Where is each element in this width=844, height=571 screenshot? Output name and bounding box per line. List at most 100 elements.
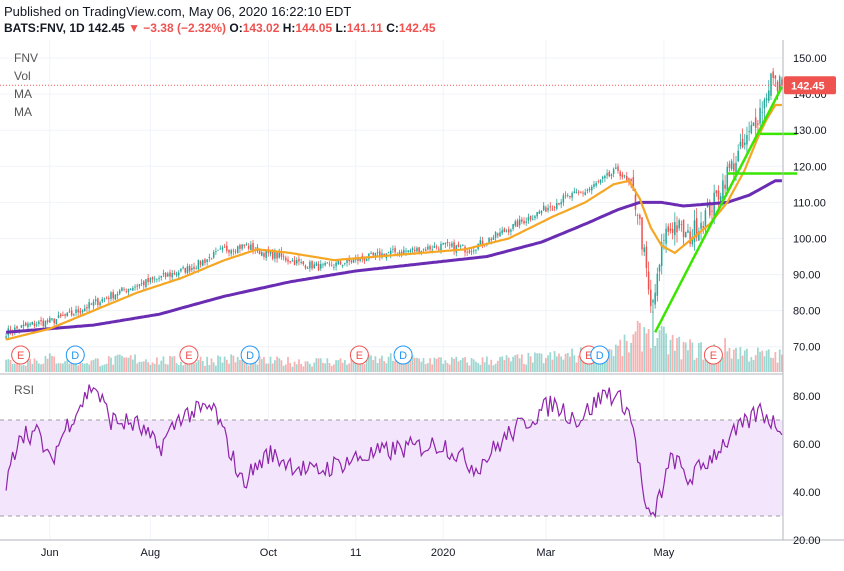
candle-body (746, 135, 748, 145)
candle-body (772, 71, 774, 78)
volume-bar (212, 362, 215, 372)
candle-body (258, 248, 261, 255)
volume-bar (617, 345, 619, 372)
volume-bar (88, 364, 91, 372)
volume-bar (759, 351, 761, 372)
volume-bar (732, 349, 735, 372)
volume-bar (140, 361, 143, 372)
volume-bar (632, 334, 635, 372)
candle-body (53, 318, 55, 324)
volume-bar (654, 345, 657, 372)
time-tick-label: Mar (536, 547, 555, 559)
legend-ma2: MA (14, 105, 32, 119)
time-tick-label: 2020 (431, 547, 455, 559)
candle-body (217, 249, 219, 251)
volume-bar (81, 363, 84, 372)
candle-body (269, 251, 272, 255)
volume-bar (413, 357, 416, 372)
volume-bar (326, 358, 329, 372)
candle-body (376, 251, 379, 253)
volume-bar (770, 357, 772, 372)
candle-body (470, 251, 473, 253)
event-marker (11, 345, 31, 365)
price-tick-label: 120.00 (793, 161, 827, 173)
volume-bar (105, 363, 108, 372)
volume-bar (129, 355, 132, 372)
candle-body (612, 169, 615, 174)
volume-bar (204, 365, 206, 372)
candle-body (337, 260, 340, 265)
volume-bar (741, 355, 744, 372)
volume-bar (186, 359, 189, 372)
candle-body (695, 218, 698, 238)
candle-body (29, 323, 31, 325)
candle-body (400, 251, 403, 255)
volume-bar (746, 348, 748, 372)
candle-body (171, 273, 173, 278)
candle-body (630, 178, 632, 181)
volume-bar (455, 356, 458, 372)
candle-body (407, 250, 409, 252)
candle-body (446, 241, 449, 244)
volume-bar (16, 363, 18, 372)
candle-body (759, 107, 761, 124)
event-marker (590, 345, 610, 365)
volume-bar (134, 354, 136, 372)
volume-bar (7, 359, 10, 372)
volume-bar (486, 356, 488, 372)
candle-body (99, 302, 101, 306)
event-marker (703, 345, 723, 365)
low-value: 141.11 (346, 21, 383, 35)
legend-vol: Vol (14, 69, 31, 83)
candle-body (427, 246, 429, 250)
volume-bar (663, 326, 665, 372)
volume-bar (341, 362, 344, 372)
candle-body (726, 166, 729, 191)
candle-body (77, 309, 79, 313)
candle-body (330, 265, 333, 267)
volume-bar (702, 359, 705, 372)
candle-body (497, 233, 499, 236)
candle-body (468, 250, 471, 253)
volume-bar (263, 357, 265, 372)
volume-bar (182, 365, 184, 372)
volume-bar (433, 357, 436, 372)
volume-bar (464, 357, 466, 372)
price-badge-bg (784, 76, 836, 95)
candle-body (302, 261, 305, 265)
volume-bar (72, 358, 75, 372)
symbol: BATS:FNV, 1D (4, 21, 85, 35)
volume-bar (267, 363, 270, 372)
volume-bar (608, 349, 611, 372)
volume-bar (682, 341, 685, 372)
volume-bar (153, 363, 156, 372)
candle-body (617, 166, 619, 172)
candle-body (597, 181, 600, 183)
candle-body (658, 264, 661, 272)
volume-bar (184, 363, 187, 372)
volume-bar (374, 356, 377, 372)
candle-body (186, 266, 189, 273)
volume-bar (258, 356, 261, 372)
legend-rsi: RSI (14, 383, 34, 397)
candle-body (387, 252, 390, 254)
volume-bar (230, 354, 233, 372)
candle-body (763, 99, 766, 109)
last-price: 142.45 (88, 21, 125, 35)
candle-body (197, 259, 200, 270)
volume-bar (339, 358, 342, 372)
volume-bar (232, 355, 235, 372)
volume-bar (490, 359, 493, 372)
candle-body (263, 253, 265, 257)
event-marker-label: D (71, 350, 79, 362)
candle-body (654, 292, 656, 305)
candle-body (667, 226, 670, 232)
candle-body (202, 260, 204, 266)
volume-bar (383, 361, 386, 372)
volume-bar (531, 362, 534, 372)
volume-bar (123, 357, 125, 372)
candle-body (151, 277, 154, 280)
event-marker-label: E (585, 350, 592, 362)
candle-body (322, 264, 324, 266)
